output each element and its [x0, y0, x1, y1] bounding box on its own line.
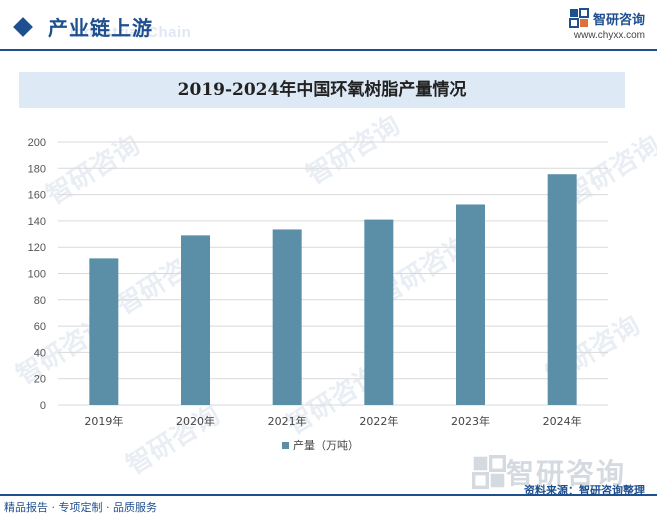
chart-title: 2019-2024年中国环氧树脂产量情况 [177, 80, 467, 100]
footer-slogan: 精品报告 · 专项定制 · 品质服务 [4, 501, 157, 514]
bar [364, 219, 394, 405]
legend-swatch [282, 442, 289, 449]
bar [181, 235, 210, 405]
bar [272, 229, 302, 405]
x-tick-label: 2019年 [84, 414, 123, 428]
y-tick-label: 160 [28, 190, 46, 202]
x-tick-label: 2020年 [176, 414, 215, 428]
page-header: Industrial Chain 产业链上游 智研咨询 www.chyxx.co… [0, 0, 657, 48]
y-tick-label: 80 [34, 295, 46, 307]
y-tick-label: 40 [34, 347, 46, 359]
brand-logo-icon [472, 455, 506, 489]
bar [547, 174, 577, 405]
brand-url[interactable]: www.chyxx.com [573, 30, 645, 41]
y-tick-label: 200 [28, 137, 46, 149]
header-divider [0, 49, 657, 51]
y-tick-label: 120 [28, 242, 46, 254]
brand-watermark: 智研咨询 [472, 452, 626, 492]
x-tick-label: 2023年 [451, 414, 490, 428]
y-tick-label: 180 [28, 163, 46, 175]
bar [89, 258, 119, 405]
section-title-en: Industrial Chain [70, 24, 192, 41]
brand-name: 智研咨询 [592, 12, 645, 28]
chart-title-band: 2019-2024年中国环氧树脂产量情况 [19, 72, 625, 108]
source-note: 资料来源：智研咨询整理 [524, 484, 645, 497]
x-tick-label: 2024年 [543, 414, 582, 428]
y-tick-label: 20 [34, 374, 46, 386]
legend-label: 产量（万吨） [293, 438, 359, 452]
brand-watermark-text: 智研咨询 [506, 457, 627, 490]
footer-divider [0, 494, 657, 496]
brand[interactable]: 智研咨询 [568, 8, 645, 28]
y-tick-label: 0 [40, 400, 46, 412]
x-tick-label: 2021年 [268, 414, 307, 428]
y-tick-label: 60 [34, 321, 46, 333]
y-tick-label: 140 [28, 216, 46, 228]
x-tick-label: 2022年 [359, 414, 398, 428]
bar [456, 204, 485, 405]
section-title: 产业链上游 [48, 16, 153, 40]
brand-logo-icon [568, 8, 589, 28]
y-tick-label: 100 [28, 269, 46, 281]
